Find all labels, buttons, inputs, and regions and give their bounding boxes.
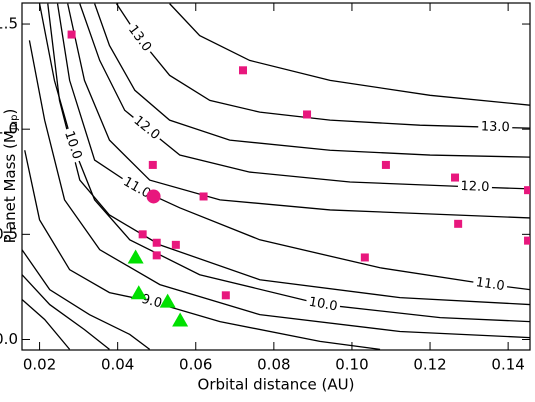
x-tick-label: 0.08 — [257, 356, 290, 374]
contour-label: 13.0 — [481, 119, 510, 135]
x-tick-label: 0.06 — [179, 356, 212, 374]
triangle-marker — [127, 249, 144, 264]
y-tick-label: 1.0 — [0, 120, 18, 138]
square-marker — [454, 219, 463, 228]
contour-label-bg — [304, 293, 342, 316]
triangle-marker — [159, 293, 176, 308]
contour-line — [67, 3, 530, 219]
contour-label-bg — [457, 178, 493, 196]
contour-label-bg — [478, 118, 513, 136]
y-tick-label: 0.5 — [0, 225, 18, 243]
contour-line — [79, 3, 530, 190]
triangle-marker — [172, 312, 189, 327]
contour-label: 10.0 — [307, 295, 338, 315]
square-marker — [239, 66, 248, 75]
x-tick-label: 0.12 — [413, 356, 446, 374]
square-marker — [524, 186, 530, 195]
circle-marker — [146, 189, 161, 204]
square-marker — [199, 192, 208, 201]
square-marker — [221, 291, 230, 300]
contour-line — [38, 3, 530, 323]
y-axis-label-main: Planet Mass (M — [1, 130, 19, 243]
contour-line — [115, 3, 530, 129]
square-marker — [360, 253, 369, 262]
contour-label-group: 12.0 — [128, 111, 165, 146]
contour-label-bg — [118, 172, 156, 204]
square-marker — [152, 251, 161, 260]
contour-label-bg — [122, 20, 157, 57]
y-axis-label: Planet Mass (MJup) — [1, 109, 21, 244]
x-tick-label: 0.10 — [335, 356, 368, 374]
contour-label-group: 12.0 — [457, 178, 493, 196]
x-tick-label: 0.02 — [23, 356, 56, 374]
contour-line — [28, 40, 530, 339]
contour-label-group: 10.0 — [304, 293, 342, 316]
square-marker — [138, 230, 147, 239]
square-marker — [381, 160, 390, 169]
plot-frame — [21, 2, 531, 351]
y-axis-label-sub: Jup — [9, 115, 20, 132]
y-tick-label: 0.0 — [0, 330, 18, 348]
contour-label-group: 13.0 — [122, 20, 157, 57]
x-axis-label: Orbital distance (AU) — [198, 376, 355, 394]
y-tick-label: 1.5 — [0, 15, 18, 33]
plot-area: 13.013.012.012.011.011.010.010.09.0 — [22, 3, 530, 350]
contour-label: 11.0 — [475, 275, 506, 294]
contour-label: 12.0 — [460, 179, 490, 195]
contour-label-group: 13.0 — [478, 118, 513, 136]
square-marker — [171, 240, 180, 249]
contour-label-group: 10.0 — [59, 126, 86, 164]
square-marker — [152, 238, 161, 247]
square-marker — [451, 173, 460, 182]
contour-line — [24, 150, 381, 350]
contour-label-group: 11.0 — [472, 274, 509, 295]
contour-label-bg — [59, 126, 86, 164]
contour-line — [47, 3, 530, 306]
x-tick-label: 0.04 — [101, 356, 134, 374]
contour-line — [22, 299, 71, 350]
contour-label-bg — [128, 111, 165, 146]
square-marker — [67, 30, 76, 39]
contour-line — [94, 3, 530, 158]
square-marker — [524, 236, 530, 245]
contour-line — [56, 3, 530, 291]
x-tick-label: 0.14 — [491, 356, 524, 374]
contour-label-bg — [472, 274, 509, 295]
square-marker — [148, 160, 157, 169]
contour-line — [169, 3, 530, 106]
contour-line — [22, 274, 110, 350]
triangle-marker — [130, 285, 147, 300]
y-axis-label-end: ) — [1, 109, 19, 115]
contour-label: 9.0 — [140, 292, 164, 312]
contour-line — [22, 249, 151, 350]
square-marker — [303, 110, 312, 119]
